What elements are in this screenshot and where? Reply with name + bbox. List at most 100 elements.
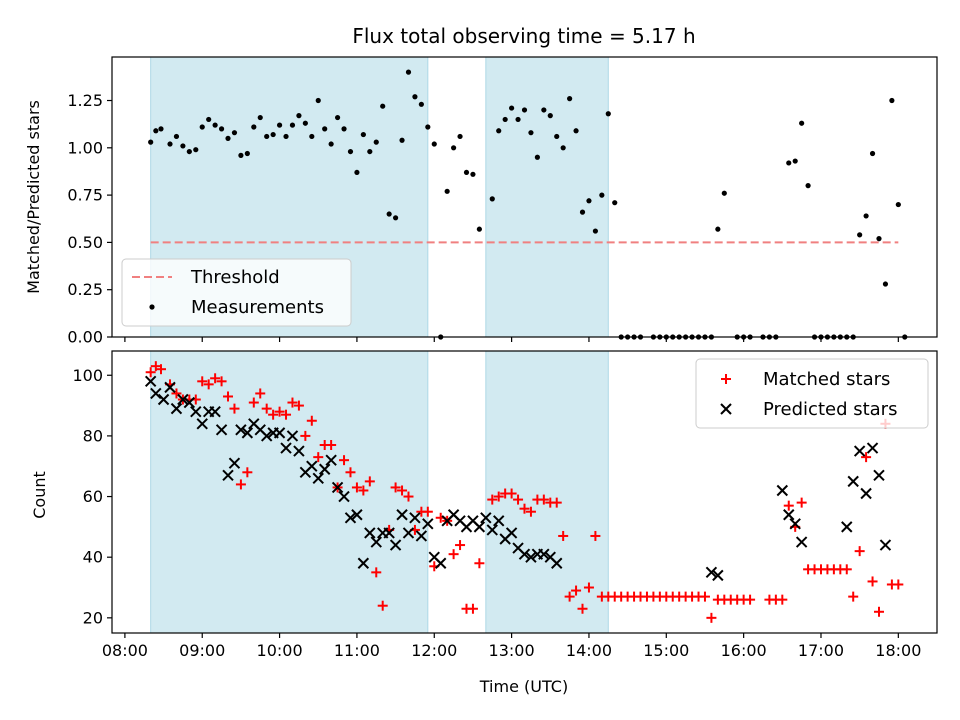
matched-star-point <box>397 485 408 496</box>
top-shaded-interval <box>485 56 609 338</box>
measurement-point <box>322 126 328 132</box>
measurement-point <box>199 124 205 130</box>
predicted-star-point <box>306 460 318 472</box>
predicted-star-point <box>150 387 162 400</box>
measurement-point <box>264 133 270 140</box>
predicted-star-point <box>402 527 415 539</box>
predicted-star-mark <box>273 427 286 439</box>
top-y-tick-label: 1.25 <box>67 91 103 110</box>
predicted-star-point <box>260 430 273 442</box>
measurement-point <box>270 131 276 138</box>
top-y-tick-label: 0.50 <box>67 233 103 252</box>
top-legend-box <box>121 258 352 327</box>
predicted-star-point <box>177 393 189 406</box>
measurement-point <box>218 126 225 132</box>
predicted-star-point <box>776 484 789 497</box>
measurement-point <box>193 147 199 153</box>
measurement-point <box>528 130 534 136</box>
predicted-star-point <box>351 509 363 521</box>
matched-star-point <box>203 379 214 390</box>
matched-star-point <box>197 376 208 387</box>
x-tick-label: 13:00 <box>489 641 535 660</box>
measurement-point <box>579 209 586 215</box>
measurement-point <box>334 114 341 121</box>
measurement-point <box>431 141 437 147</box>
predicted-star-mark <box>306 460 318 472</box>
predicted-star-mark <box>512 542 524 554</box>
measurement-point <box>399 137 405 143</box>
matched-star-point <box>216 376 227 387</box>
matched-star-point <box>313 452 324 463</box>
matched-star-point <box>145 367 156 378</box>
measurement-point <box>206 116 212 123</box>
predicted-star-point <box>164 381 176 394</box>
matched-star-point <box>448 549 459 560</box>
matched-star-point <box>390 482 401 493</box>
predicted-star-point <box>853 445 866 457</box>
matched-star-point <box>848 591 859 602</box>
matched-star-point <box>493 491 504 502</box>
matched-star-point <box>558 530 569 541</box>
matched-star-point <box>268 409 279 420</box>
matched-star-point <box>777 594 788 605</box>
predicted-star-mark <box>331 481 344 494</box>
measurement-point <box>328 141 334 147</box>
predicted-star-mark <box>879 539 892 551</box>
measurement-point <box>167 141 173 147</box>
predicted-star-point <box>235 424 247 436</box>
measurement-point <box>869 150 876 157</box>
measurement-point <box>560 145 566 151</box>
predicted-star-point <box>357 557 370 569</box>
predicted-star-mark <box>789 518 801 530</box>
measurement-point <box>573 128 579 134</box>
predicted-star-point <box>538 548 550 560</box>
predicted-star-mark <box>280 442 292 454</box>
predicted-star-mark <box>370 536 382 548</box>
predicted-star-mark <box>389 539 402 551</box>
predicted-star-mark <box>396 509 408 521</box>
bottom-y-tick-label: 100 <box>72 366 103 385</box>
matched-star-point <box>577 603 588 614</box>
measurement-point <box>392 215 399 221</box>
predicted-star-point <box>157 393 170 406</box>
matched-star-point <box>371 567 382 578</box>
predicted-star-point <box>789 518 801 530</box>
matched-star-point <box>467 603 478 614</box>
measurement-point <box>489 196 495 202</box>
predicted-star-mark <box>518 548 531 560</box>
measurement-point <box>541 107 547 113</box>
measurement-point <box>895 201 901 208</box>
legend-matched-label: Matched stars <box>763 369 890 390</box>
legend-predicted-label: Predicted stars <box>763 399 897 420</box>
predicted-star-point <box>873 469 885 482</box>
matched-star-point <box>377 600 388 611</box>
predicted-star-mark <box>551 557 563 569</box>
predicted-star-mark <box>164 381 176 394</box>
predicted-star-point <box>712 569 724 582</box>
measurement-point <box>386 211 392 217</box>
predicted-star-mark <box>228 457 241 469</box>
matched-star-point <box>210 373 221 384</box>
x-tick-label: 12:00 <box>411 641 457 660</box>
bottom-shaded-interval <box>150 350 429 634</box>
matched-star-point <box>699 591 710 602</box>
matched-star-point <box>519 503 530 514</box>
matched-star-point <box>506 488 517 499</box>
matched-star-point <box>261 403 272 414</box>
matched-star-point <box>229 403 240 414</box>
predicted-star-point <box>518 548 531 560</box>
measurement-point <box>857 232 863 238</box>
measurement-point <box>496 128 502 134</box>
predicted-star-mark <box>260 430 273 442</box>
predicted-star-point <box>312 472 324 485</box>
x-tick-label: 16:00 <box>721 641 767 660</box>
measurement-point <box>444 188 450 194</box>
predicted-star-mark <box>853 445 866 457</box>
matched-star-point <box>455 540 466 551</box>
measurement-point <box>567 96 573 102</box>
bottom-y-tick-label: 40 <box>83 548 103 567</box>
measurement-point <box>231 130 238 136</box>
measurement-point <box>341 126 347 132</box>
measurement-point <box>173 133 180 140</box>
predicted-star-mark <box>480 512 492 524</box>
